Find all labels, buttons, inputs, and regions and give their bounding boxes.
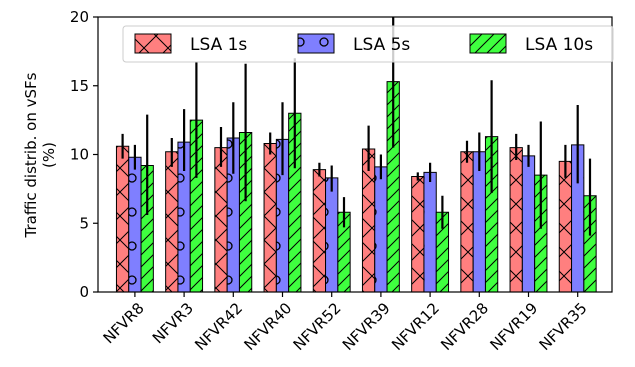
legend-label-lsa-1s: LSA 1s	[190, 35, 247, 55]
bar-lsa-10s-nfvr3	[189, 119, 204, 293]
bar-hatch	[115, 145, 130, 293]
legend-item-lsa-5s: LSA 5s	[297, 33, 410, 55]
bar-lsa-5s-nfvr28	[472, 151, 486, 293]
y-axis-title-line-1: Traffic distrib. on vSFs	[22, 72, 40, 238]
legend-swatch-lsa-1s	[134, 33, 172, 54]
bar-lsa-1s-nfvr42	[214, 147, 228, 293]
bar-lsa-5s-nfvr35	[571, 144, 585, 293]
x-tick-label-nfvr19: NFVR19	[486, 299, 541, 354]
bar-lsa-10s-nfvr52	[337, 211, 351, 293]
bar-hatch	[423, 171, 437, 293]
x-tick-label-nfvr35: NFVR35	[536, 299, 591, 354]
bar-lsa-10s-nfvr12	[435, 211, 450, 293]
bar-lsa-5s-nfvr52	[325, 177, 339, 293]
legend-label-lsa-10s: LSA 10s	[525, 35, 593, 55]
legend-swatch-lsa-5s	[297, 33, 335, 54]
bar-hatch	[263, 143, 277, 293]
plot-frame	[97, 16, 613, 293]
bar-hatch	[521, 155, 536, 293]
bar-lsa-1s-nfvr40	[263, 143, 277, 293]
bar-hatch	[460, 151, 474, 293]
x-tick-label-nfvr8: NFVR8	[100, 299, 148, 347]
bar-lsa-1s-nfvr35	[558, 160, 573, 293]
bar-lsa-10s-nfvr42	[238, 132, 253, 293]
bar-hatch	[214, 147, 228, 293]
x-tick-label-nfvr40: NFVR40	[240, 299, 295, 354]
bar-lsa-1s-nfvr28	[460, 151, 474, 293]
bar-hatch	[312, 169, 327, 293]
x-tick-label-nfvr39: NFVR39	[339, 299, 394, 354]
bar-lsa-1s-nfvr39	[361, 148, 376, 293]
y-tick-label: 20	[70, 8, 89, 26]
y-tick-label: 10	[70, 146, 89, 164]
y-tick-label: 0	[79, 283, 89, 301]
x-tick-label-nfvr12: NFVR12	[388, 299, 443, 354]
bar-hatch	[411, 176, 425, 293]
bar-lsa-1s-nfvr52	[312, 169, 327, 293]
bar-hatch	[128, 156, 142, 293]
bar-lsa-1s-nfvr19	[509, 147, 523, 293]
bars-layer	[115, 81, 597, 293]
x-tick-label-nfvr52: NFVR52	[290, 299, 345, 354]
bar-lsa-5s-nfvr12	[423, 171, 437, 293]
error-bars-layer	[121, 17, 592, 236]
bar-lsa-5s-nfvr39	[374, 166, 388, 293]
bar-lsa-1s-nfvr3	[165, 151, 179, 293]
bar-hatch	[509, 147, 523, 293]
legend: LSA 1s LSA 5s LSA 10s	[122, 25, 614, 63]
legend-item-lsa-1s: LSA 1s	[134, 33, 247, 55]
y-axis: 0 5 10 15 20	[70, 8, 98, 301]
bar-lsa-10s-nfvr28	[484, 136, 499, 293]
bar-hatch	[472, 151, 486, 293]
legend-item-lsa-10s: LSA 10s	[469, 33, 593, 55]
bar-hatch	[558, 160, 573, 293]
x-tick-label-nfvr28: NFVR28	[437, 299, 492, 354]
bar-lsa-5s-nfvr8	[128, 156, 142, 293]
bar-hatch	[374, 166, 388, 293]
bar-lsa-5s-nfvr19	[521, 155, 536, 293]
bar-lsa-1s-nfvr8	[115, 145, 130, 293]
bar-lsa-10s-nfvr8	[140, 165, 154, 293]
bar-hatch	[325, 177, 339, 293]
y-tick-label: 15	[70, 77, 89, 95]
bar-lsa-5s-nfvr40	[275, 138, 290, 293]
legend-label-lsa-5s: LSA 5s	[353, 35, 410, 55]
x-tick-label-nfvr3: NFVR3	[149, 299, 197, 347]
bar-lsa-10s-nfvr39	[386, 81, 400, 293]
x-axis: NFVR8 NFVR3NFVR42NFVR40NFVR52NFVR39NFVR12…	[100, 292, 591, 354]
y-axis-title-line-2: (%)	[40, 142, 58, 168]
bar-hatch	[165, 151, 179, 293]
y-tick-label: 5	[79, 214, 89, 232]
x-tick-label-nfvr42: NFVR42	[191, 299, 246, 354]
bar-lsa-1s-nfvr12	[411, 176, 425, 293]
legend-swatch-lsa-10s	[469, 33, 507, 54]
